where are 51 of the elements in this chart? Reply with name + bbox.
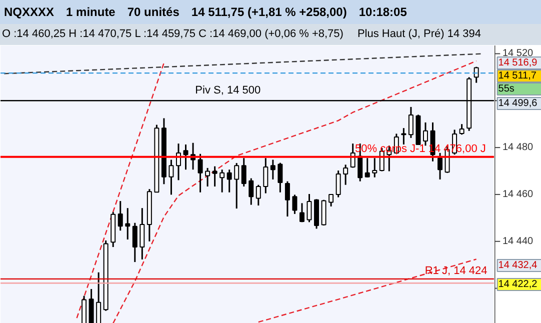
candlestick bbox=[284, 180, 290, 218]
ref-line-label: Piv S, 14 500 bbox=[195, 84, 261, 97]
candlestick bbox=[364, 157, 370, 178]
text: NQXXXX bbox=[4, 5, 54, 19]
candlestick bbox=[328, 193, 334, 208]
y-tick-label: 14 520 bbox=[502, 48, 534, 60]
candlestick bbox=[372, 157, 378, 178]
candlestick bbox=[408, 106, 414, 139]
candlestick bbox=[183, 144, 188, 170]
candlestick bbox=[270, 159, 276, 180]
candlestick bbox=[226, 168, 232, 194]
candlestick bbox=[321, 199, 326, 226]
candlestick bbox=[241, 157, 246, 188]
y-tick-label: 14 480 bbox=[502, 142, 534, 154]
y-tick-label: 14 440 bbox=[502, 236, 534, 247]
candlestick bbox=[248, 178, 254, 206]
candlestick bbox=[292, 194, 298, 215]
candlestick bbox=[198, 153, 203, 194]
candlestick bbox=[459, 123, 464, 136]
candlestick bbox=[306, 193, 312, 223]
candlestick bbox=[343, 164, 348, 186]
text: 14 511,7 bbox=[498, 70, 537, 82]
candlestick bbox=[220, 168, 225, 194]
candlestick bbox=[336, 170, 341, 198]
text: 14 516,9 bbox=[498, 58, 538, 68]
text: 14 432,4 bbox=[498, 260, 538, 271]
candlestick bbox=[299, 202, 304, 223]
text: 55s bbox=[498, 84, 514, 94]
text: 14 499,6 bbox=[498, 98, 538, 109]
candlestick bbox=[438, 152, 443, 180]
candlestick bbox=[140, 207, 145, 260]
candlestick bbox=[125, 207, 130, 240]
candlestick bbox=[256, 184, 261, 206]
candlestick bbox=[401, 127, 406, 146]
candlestick bbox=[205, 167, 210, 188]
text: 10:18:05 bbox=[358, 5, 407, 19]
candlestick bbox=[212, 166, 218, 188]
text: 1 minute bbox=[66, 5, 116, 19]
y-tick-label: 14 460 bbox=[502, 188, 534, 200]
candlestick bbox=[168, 159, 174, 196]
candlestick bbox=[263, 157, 268, 194]
candlestick bbox=[132, 222, 138, 263]
candlestick bbox=[234, 162, 240, 210]
text: 14 422,2 bbox=[498, 279, 538, 290]
candlestick bbox=[474, 66, 479, 84]
text: O :14 460,25 H :14 470,75 L :14 459,75 C :14 469,00 (+0,06 % +8,75) bbox=[2, 28, 344, 40]
candlestick bbox=[278, 162, 283, 194]
text: 70 unités bbox=[127, 5, 180, 19]
text: Plus Haut (J, Pré) 14 394 bbox=[357, 28, 481, 40]
candlestick bbox=[118, 200, 123, 232]
text: 14 511,75 (+1,81 % +258,00) bbox=[191, 5, 347, 19]
